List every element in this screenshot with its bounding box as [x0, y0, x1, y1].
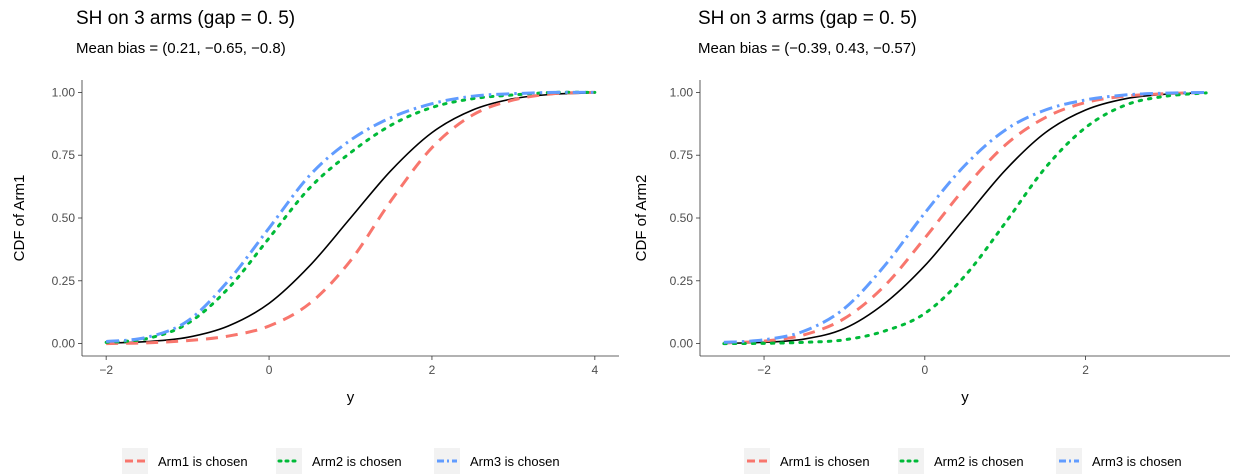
series-line-arm2-is-chosen	[104, 90, 597, 344]
legend-label: Arm1 is chosen	[158, 454, 248, 469]
y-tick-label: 0.75	[670, 148, 694, 162]
y-tick-label: 1.00	[52, 85, 76, 99]
series-line-arm1-is-chosen	[723, 90, 1207, 345]
chart-subtitle: Mean bias = (0.21, −0.65, −0.8)	[76, 40, 286, 57]
series-line-arm1-is-chosen	[106, 90, 595, 346]
y-tick-label: 0.25	[52, 274, 76, 288]
legend: Arm1 is chosen Arm2 is chosen Arm3 is chos…	[744, 448, 1182, 474]
x-axis-label: y	[347, 389, 355, 406]
legend-label: Arm1 is chosen	[780, 454, 870, 469]
legend: Arm1 is chosen Arm2 is chosen Arm3 is chos…	[122, 448, 560, 474]
series-line-reference	[723, 92, 1207, 345]
y-tick-label: 0.50	[670, 211, 694, 225]
legend-label: Arm2 is chosen	[312, 454, 402, 469]
x-tick-label: 0	[921, 363, 928, 377]
y-tick-label: 0.25	[670, 274, 694, 288]
legend-label: Arm3 is chosen	[1092, 454, 1182, 469]
x-tick-label: −2	[99, 363, 113, 377]
x-tick-label: −2	[757, 363, 771, 377]
chart-panel-1: SH on 3 arms (gap = 0. 5) Mean bias = (0.…	[11, 8, 619, 474]
x-axis-label: y	[961, 389, 969, 406]
x-tick-label: 2	[1082, 363, 1089, 377]
y-tick-label: 1.00	[670, 85, 694, 99]
y-tick-label: 0.00	[670, 337, 694, 351]
chart-title: SH on 3 arms (gap = 0. 5)	[698, 8, 917, 29]
series-line-arm3-is-chosen	[723, 90, 1207, 344]
y-tick-label: 0.00	[52, 337, 76, 351]
x-tick-label: 0	[266, 363, 273, 377]
y-tick-label: 0.50	[52, 211, 76, 225]
series-line-arm3-is-chosen	[106, 90, 595, 344]
chart-subtitle: Mean bias = (−0.39, 0.43, −0.57)	[698, 40, 916, 57]
x-tick-label: 4	[591, 363, 598, 377]
series-line-reference	[106, 92, 595, 344]
legend-label: Arm3 is chosen	[470, 454, 560, 469]
chart-panel-2: SH on 3 arms (gap = 0. 5) Mean bias = (−0…	[633, 8, 1230, 474]
y-axis-label: CDF of Arm2	[633, 175, 650, 262]
legend-label: Arm2 is chosen	[934, 454, 1024, 469]
y-axis-label: CDF of Arm1	[11, 175, 28, 262]
x-tick-label: 2	[429, 363, 436, 377]
chart-title: SH on 3 arms (gap = 0. 5)	[76, 8, 295, 29]
y-tick-label: 0.75	[52, 148, 76, 162]
